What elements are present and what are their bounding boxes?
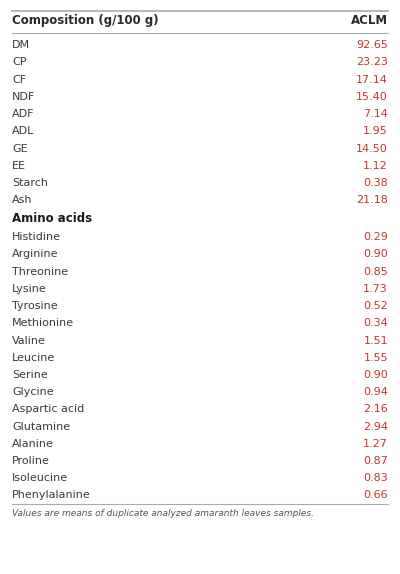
Text: 0.38: 0.38 xyxy=(363,178,388,188)
Text: Leucine: Leucine xyxy=(12,353,55,363)
Text: 1.95: 1.95 xyxy=(363,126,388,136)
Text: Lysine: Lysine xyxy=(12,284,47,294)
Text: 1.55: 1.55 xyxy=(363,353,388,363)
Text: 0.66: 0.66 xyxy=(363,491,388,501)
Text: Methionine: Methionine xyxy=(12,319,74,328)
Text: Valine: Valine xyxy=(12,336,46,346)
Text: 7.14: 7.14 xyxy=(363,109,388,119)
Text: 0.34: 0.34 xyxy=(363,319,388,328)
Text: Proline: Proline xyxy=(12,456,50,466)
Text: Tyrosine: Tyrosine xyxy=(12,301,58,311)
Text: CF: CF xyxy=(12,75,26,84)
Text: CP: CP xyxy=(12,57,26,67)
Text: 0.52: 0.52 xyxy=(363,301,388,311)
Text: DM: DM xyxy=(12,40,30,50)
Text: 0.29: 0.29 xyxy=(363,232,388,242)
Text: Starch: Starch xyxy=(12,178,48,188)
Text: 2.94: 2.94 xyxy=(363,422,388,432)
Text: Alanine: Alanine xyxy=(12,439,54,449)
Text: 1.27: 1.27 xyxy=(363,439,388,449)
Text: 0.90: 0.90 xyxy=(363,250,388,259)
Text: 2.16: 2.16 xyxy=(363,405,388,414)
Text: Ash: Ash xyxy=(12,195,32,205)
Text: Threonine: Threonine xyxy=(12,267,68,277)
Text: 1.73: 1.73 xyxy=(363,284,388,294)
Text: 14.50: 14.50 xyxy=(356,144,388,153)
Text: 15.40: 15.40 xyxy=(356,92,388,102)
Text: 23.23: 23.23 xyxy=(356,57,388,67)
Text: 0.85: 0.85 xyxy=(363,267,388,277)
Text: Arginine: Arginine xyxy=(12,250,58,259)
Text: Phenylalanine: Phenylalanine xyxy=(12,491,91,501)
Text: 21.18: 21.18 xyxy=(356,195,388,205)
Text: 92.65: 92.65 xyxy=(356,40,388,50)
Text: GE: GE xyxy=(12,144,28,153)
Text: ACLM: ACLM xyxy=(351,14,388,28)
Text: 0.83: 0.83 xyxy=(363,474,388,483)
Text: Aspartic acid: Aspartic acid xyxy=(12,405,84,414)
Text: 0.94: 0.94 xyxy=(363,387,388,397)
Text: ADL: ADL xyxy=(12,126,34,136)
Text: NDF: NDF xyxy=(12,92,35,102)
Text: 0.87: 0.87 xyxy=(363,456,388,466)
Text: Isoleucine: Isoleucine xyxy=(12,474,68,483)
Text: 1.51: 1.51 xyxy=(363,336,388,346)
Text: Serine: Serine xyxy=(12,370,48,380)
Text: ADF: ADF xyxy=(12,109,34,119)
Text: Glycine: Glycine xyxy=(12,387,54,397)
Text: Glutamine: Glutamine xyxy=(12,422,70,432)
Text: EE: EE xyxy=(12,161,26,170)
Text: 17.14: 17.14 xyxy=(356,75,388,84)
Text: 0.90: 0.90 xyxy=(363,370,388,380)
Text: 1.12: 1.12 xyxy=(363,161,388,170)
Text: Values are means of duplicate analyzed amaranth leaves samples.: Values are means of duplicate analyzed a… xyxy=(12,509,314,518)
Text: Composition (g/100 g): Composition (g/100 g) xyxy=(12,14,159,28)
Text: Histidine: Histidine xyxy=(12,232,61,242)
Text: Amino acids: Amino acids xyxy=(12,212,92,226)
